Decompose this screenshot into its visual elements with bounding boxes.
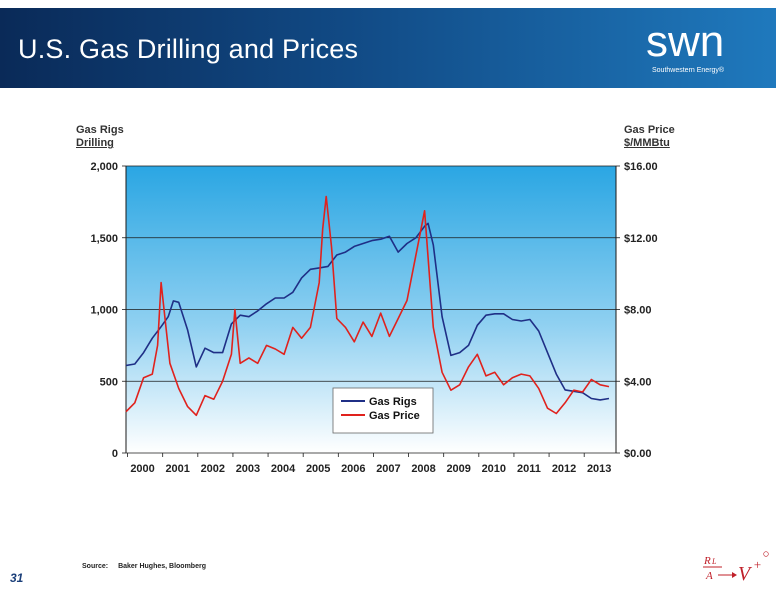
x-axis-tick-label: 2013 bbox=[587, 463, 611, 475]
right-axis-tick-label: $4.00 bbox=[624, 376, 652, 388]
x-axis-tick-label: 2006 bbox=[341, 463, 365, 475]
svg-text:R: R bbox=[703, 555, 711, 567]
tick-labels: 2,000 $16.00 1,500 $12.00 1,000 $8.00 500 $4.00… bbox=[90, 161, 657, 475]
svg-text:L: L bbox=[711, 557, 717, 566]
legend-box bbox=[332, 387, 434, 434]
source-note: Source: Baker Hughes, Bloomberg bbox=[82, 563, 206, 570]
x-axis-tick-label: 2009 bbox=[446, 463, 470, 475]
rav-logo-icon: R L A V + bbox=[703, 551, 769, 585]
right-axis-tick-label: $0.00 bbox=[624, 448, 652, 460]
right-axis-title-line2: $/MMBtu bbox=[624, 137, 670, 149]
title-banner: U.S. Gas Drilling and Prices swn Southwe… bbox=[0, 8, 776, 88]
x-axis-tick-label: 2000 bbox=[130, 463, 154, 475]
svg-text:V: V bbox=[738, 563, 753, 585]
x-axis-tick-label: 2007 bbox=[376, 463, 400, 475]
x-axis-tick-label: 2003 bbox=[236, 463, 260, 475]
x-axis-tick-label: 2005 bbox=[306, 463, 330, 475]
source-value: Baker Hughes, Bloomberg bbox=[118, 563, 206, 570]
company-logo: swn bbox=[646, 17, 725, 66]
x-axis-tick-label: 2004 bbox=[271, 463, 296, 475]
svg-text:A: A bbox=[705, 570, 713, 582]
x-axis-tick-label: 2011 bbox=[517, 463, 541, 475]
left-axis-tick-label: 500 bbox=[100, 376, 118, 388]
x-axis-tick-label: 2002 bbox=[201, 463, 225, 475]
x-axis-tick-label: 2001 bbox=[165, 463, 189, 475]
right-axis-tick-label: $8.00 bbox=[624, 305, 652, 317]
left-axis-tick-label: 2,000 bbox=[90, 161, 118, 173]
right-axis-tick-label: $16.00 bbox=[624, 161, 658, 173]
gas-price-line bbox=[125, 195, 610, 417]
left-axis-title: Gas Rigs Drilling bbox=[76, 124, 124, 150]
left-axis-title-line1: Gas Rigs bbox=[76, 124, 124, 136]
left-axis-title-line2: Drilling bbox=[76, 137, 114, 149]
page-number: 31 bbox=[10, 571, 24, 585]
legend-label: Gas Price bbox=[369, 410, 420, 422]
page-title: U.S. Gas Drilling and Prices bbox=[18, 34, 359, 64]
svg-text:+: + bbox=[753, 557, 762, 572]
legend: Gas Rigs Gas Price bbox=[332, 387, 434, 434]
x-axis-tick-label: 2012 bbox=[552, 463, 576, 475]
series-lines bbox=[125, 195, 610, 417]
x-axis-tick-label: 2008 bbox=[411, 463, 435, 475]
legend-label: Gas Rigs bbox=[369, 396, 417, 408]
company-logo-subtext: Southwestern Energy® bbox=[652, 67, 725, 74]
x-axis-tick-label: 2010 bbox=[482, 463, 506, 475]
left-axis-tick-label: 0 bbox=[112, 448, 118, 460]
left-axis-tick-label: 1,000 bbox=[90, 305, 118, 317]
right-axis-title-line1: Gas Price bbox=[624, 124, 675, 136]
source-label: Source: bbox=[82, 563, 109, 570]
right-axis-tick-label: $12.00 bbox=[624, 233, 658, 245]
right-axis-title: Gas Price $/MMBtu bbox=[624, 124, 675, 150]
left-axis-tick-label: 1,500 bbox=[90, 233, 118, 245]
gas-rigs-line bbox=[125, 222, 610, 401]
